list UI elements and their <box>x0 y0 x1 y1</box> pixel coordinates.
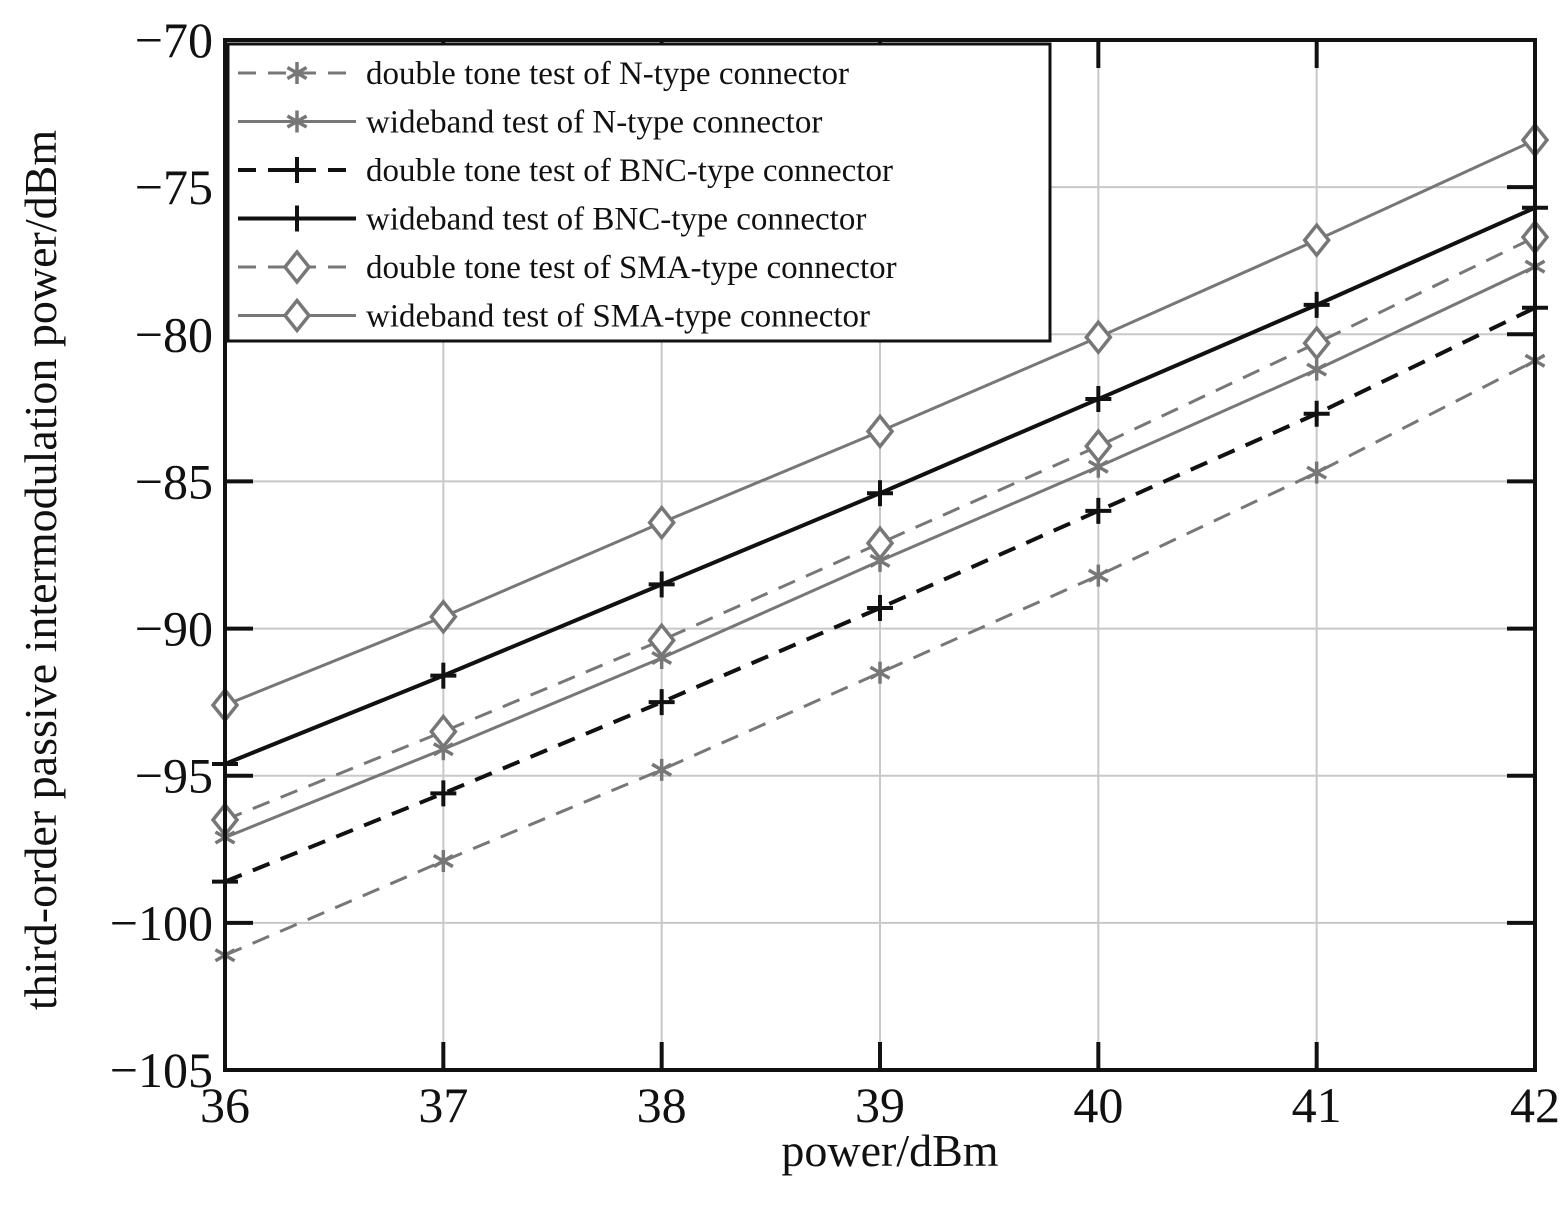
diamond-marker <box>282 297 312 334</box>
plus-marker <box>1085 497 1112 524</box>
legend-label: wideband test of SMA-type connector <box>366 299 870 335</box>
x-tick-label: 42 <box>1510 1077 1560 1133</box>
diamond-marker <box>647 504 676 541</box>
y-tick-label: −90 <box>135 601 213 657</box>
asterisk-marker <box>286 110 308 133</box>
legend-entry: double tone test of N-type connector <box>238 56 849 92</box>
y-tick-label: −80 <box>135 306 213 362</box>
y-tick-label: −100 <box>110 895 213 951</box>
asterisk-marker <box>286 62 308 84</box>
plus-marker <box>430 662 457 689</box>
x-tick-label: 41 <box>1292 1077 1342 1133</box>
legend-label: wideband test of BNC-type connector <box>366 202 866 238</box>
legend-entry: wideband test of BNC-type connector <box>238 202 866 238</box>
y-tick-label: −105 <box>110 1042 213 1098</box>
series-1 <box>214 349 1546 967</box>
diamond-marker <box>865 413 895 450</box>
diamond-marker <box>1302 325 1331 361</box>
x-tick-label: 38 <box>637 1077 687 1133</box>
asterisk-marker <box>1087 564 1109 587</box>
plus-marker <box>1303 291 1330 318</box>
plus-marker <box>648 571 675 598</box>
asterisk-marker <box>1306 358 1328 381</box>
y-tick-label: −70 <box>135 12 213 68</box>
diamond-marker <box>429 713 458 750</box>
plus-marker <box>284 205 310 232</box>
diamond-marker <box>1084 428 1113 464</box>
asterisk-marker <box>869 661 891 684</box>
x-tick-label: 39 <box>855 1077 905 1133</box>
diamond-marker <box>647 622 676 659</box>
diamond-marker <box>282 249 312 285</box>
legend-entry: double tone test of SMA-type connector <box>238 249 897 286</box>
plus-marker <box>648 689 675 716</box>
x-axis-label: power/dBm <box>781 1125 998 1176</box>
plus-marker <box>867 480 893 507</box>
asterisk-marker <box>1306 461 1328 484</box>
legend-label: double tone test of N-type connector <box>366 56 849 92</box>
y-tick-label: −95 <box>135 748 213 804</box>
plus-marker <box>1085 386 1112 413</box>
x-tick-label: 36 <box>200 1077 250 1133</box>
legend-entry: wideband test of SMA-type connector <box>238 297 870 335</box>
legend: double tone test of N-type connector wide… <box>226 42 1052 343</box>
ticks: 36 37 38 39 40 41 42 −70 −75 −80 −85 −90 −95 −100 −105 <box>110 12 1560 1133</box>
plus-marker <box>430 780 457 807</box>
plus-marker <box>1303 400 1330 427</box>
x-tick-label: 37 <box>418 1077 468 1133</box>
legend-label: double tone test of SMA-type connector <box>366 250 897 286</box>
plus-marker <box>867 594 893 621</box>
y-tick-label: −85 <box>135 453 213 509</box>
diamond-marker <box>1084 319 1113 356</box>
asterisk-marker <box>651 758 673 781</box>
y-axis-label: third-order passive intermodulation powe… <box>15 130 66 1010</box>
series-6 <box>210 122 1550 723</box>
x-tick-label: 40 <box>1073 1077 1123 1133</box>
plus-marker <box>284 157 310 183</box>
y-tick-label: −75 <box>135 159 213 215</box>
asterisk-marker <box>432 850 454 873</box>
legend-box <box>226 42 1052 343</box>
diamond-marker <box>429 598 458 635</box>
legend-label: wideband test of N-type connector <box>366 105 822 141</box>
legend-entry: double tone test of BNC-type connector <box>238 153 893 189</box>
diamond-marker <box>1302 222 1331 258</box>
diamond-marker <box>865 525 895 562</box>
legend-entry: wideband test of N-type connector <box>238 105 822 141</box>
series-5 <box>210 219 1550 838</box>
legend-label: double tone test of BNC-type connector <box>366 153 893 189</box>
